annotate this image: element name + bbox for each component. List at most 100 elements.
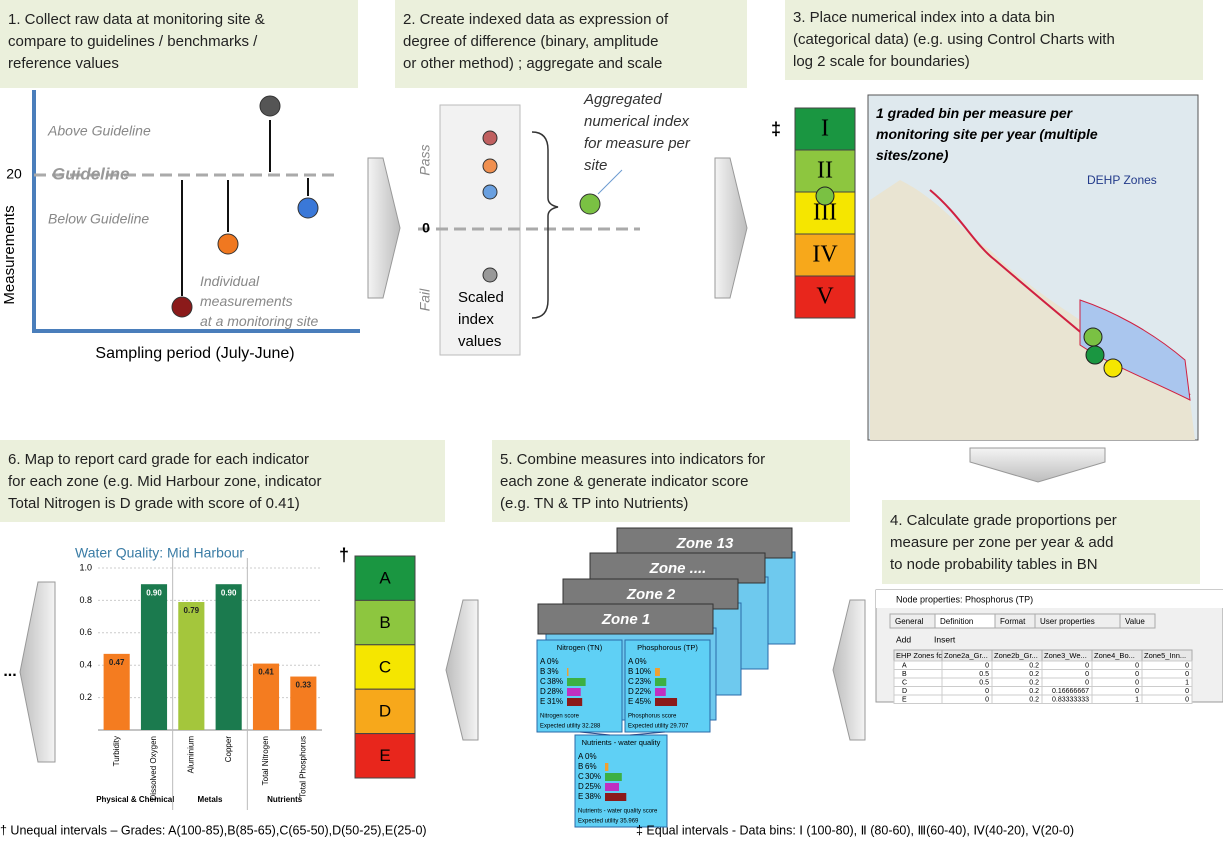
toolbar-button: Add — [896, 634, 911, 644]
grade-label: B — [628, 667, 633, 676]
point — [171, 296, 193, 318]
bin — [794, 107, 856, 151]
bar — [215, 584, 242, 730]
bn-node — [624, 639, 711, 733]
flow-arrow — [19, 581, 56, 763]
caption-box — [0, 0, 358, 88]
percent-label: 31% — [547, 697, 563, 706]
value-label: 0.41 — [258, 668, 274, 677]
step-caption: measure per zone per year & add — [890, 534, 1113, 551]
group-label: Physical & Chemical — [96, 795, 174, 804]
bn-node-utility: Expected utility 29.707 — [628, 724, 689, 730]
label: Above Guideline — [47, 123, 151, 139]
cell-text: 0 — [1185, 696, 1189, 703]
step-caption: degree of difference (binary, amplitude — [403, 33, 658, 50]
cell — [1141, 694, 1193, 704]
caption-box — [395, 0, 747, 88]
bn-node-footer: Nitrogen score — [540, 714, 580, 720]
cell-text: 0 — [1135, 688, 1139, 695]
x-tick-label: Aluminium — [186, 736, 195, 774]
percent-label: 6% — [585, 762, 597, 771]
tab[interactable] — [1119, 613, 1156, 629]
tab-label: Definition — [940, 617, 973, 626]
step-caption: (e.g. TN & TP into Nutrients) — [500, 495, 688, 512]
zone-label: Zone .... — [649, 560, 707, 577]
bn-link — [629, 731, 666, 736]
x-tick-label: Copper — [224, 736, 233, 763]
percent-label: 10% — [635, 667, 651, 676]
cell-text: 1 — [1135, 696, 1139, 703]
bin — [794, 275, 856, 319]
step-caption: log 2 scale for boundaries) — [793, 53, 970, 70]
symbol: ‡ — [771, 119, 781, 139]
bar — [252, 663, 280, 730]
label: Guideline — [52, 164, 129, 183]
grade-label: C — [540, 677, 546, 686]
step-caption: to node probability tables in BN — [890, 556, 1098, 573]
label: Fail — [417, 288, 433, 311]
grade-label: B — [379, 613, 390, 632]
bin-label: I — [821, 116, 829, 142]
note: Aggregated numerical index for measure per… — [583, 91, 691, 174]
value-label: 0.33 — [296, 681, 312, 690]
percent-label: 28% — [547, 687, 563, 696]
point — [1085, 345, 1105, 365]
point — [297, 197, 319, 219]
grade-label: A — [578, 752, 584, 761]
grade — [354, 733, 416, 779]
grade-label: B — [578, 762, 583, 771]
grade-label: D — [379, 702, 391, 721]
percent-label: 0% — [635, 657, 647, 666]
cell-text: 0.83333333 — [1052, 696, 1089, 703]
label: 0 — [422, 220, 430, 236]
grade — [354, 555, 416, 601]
bin-label: II — [817, 158, 833, 184]
cell-text: A — [902, 662, 907, 669]
cell-text: 0 — [1185, 671, 1189, 678]
step-caption: 1. Collect raw data at monitoring site & — [8, 11, 265, 28]
point — [259, 95, 281, 117]
value-label: 0.90 — [221, 588, 237, 597]
point — [482, 267, 498, 283]
bin-label: IV — [812, 242, 838, 268]
probability-bar — [655, 688, 666, 696]
cell-text: 0.5 — [979, 671, 989, 678]
probability-bar — [567, 688, 581, 696]
step-caption: compare to guidelines / benchmarks / — [8, 33, 258, 50]
percent-label: 45% — [635, 697, 651, 706]
grade — [354, 599, 416, 646]
ellipsis: ... — [3, 663, 16, 680]
zone-label: Zone 2 — [626, 586, 676, 603]
step-caption: Total Nitrogen is D grade with score of … — [8, 495, 300, 512]
cell-text: 0.2 — [1029, 696, 1039, 703]
grade — [354, 644, 416, 690]
caption-box — [882, 500, 1200, 584]
probability-bar — [567, 698, 583, 706]
label: Pass — [417, 144, 433, 175]
cell-text: 0.2 — [1029, 671, 1039, 678]
footnote: ‡ Equal intervals - Data bins: Ⅰ (100-80… — [636, 823, 1074, 837]
bn-node-footer: Phosphorus score — [628, 714, 677, 720]
axis-label: Sampling period (July-June) — [95, 345, 294, 362]
header-label: Zone4_Bo... — [1094, 651, 1135, 660]
cell-text: 0.2 — [1029, 688, 1039, 695]
caption-box — [785, 0, 1203, 80]
header-label: Zone5_Inn... — [1144, 651, 1186, 660]
caption-box — [0, 440, 445, 522]
x-tick-label: Turbidity — [112, 736, 121, 766]
bn-node-utility: Expected utility 32.288 — [540, 724, 601, 730]
grade-label: E — [379, 746, 390, 765]
title-bar — [876, 590, 1223, 608]
step-caption: or other method) ; aggregate and scale — [403, 55, 662, 72]
y-tick-label: 0.8 — [79, 595, 92, 605]
cell-text: 0 — [985, 662, 989, 669]
map-label: DEHP Zones — [1087, 173, 1157, 187]
zone-label: Zone 1 — [601, 611, 650, 628]
probability-bar — [655, 698, 678, 706]
value-label: 0.90 — [146, 588, 162, 597]
grade-label: D — [628, 687, 634, 696]
cell-text: 0 — [985, 688, 989, 695]
probability-bar — [605, 783, 619, 791]
pointer — [597, 169, 623, 195]
